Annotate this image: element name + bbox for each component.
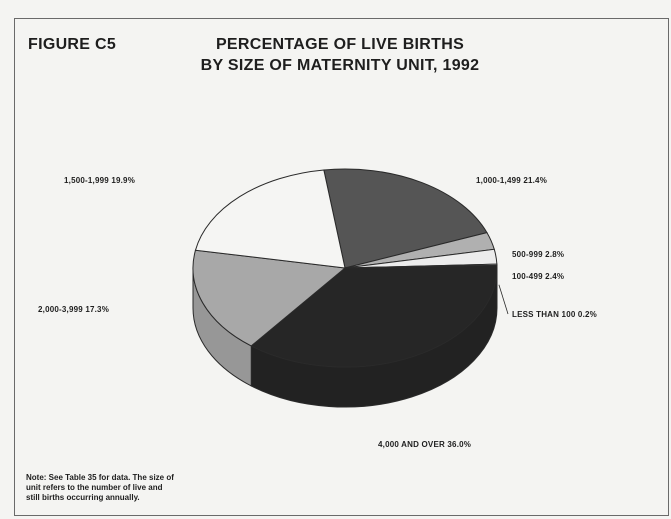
- figure-frame: [14, 18, 669, 516]
- leader-line: [498, 284, 509, 315]
- slice-label-4000-and-over: 4,000 AND OVER 36.0%: [378, 440, 472, 449]
- slice-label-100-499: 100-499 2.4%: [512, 272, 565, 281]
- figure-label: FIGURE C5: [28, 36, 117, 53]
- slice-label-500-999: 500-999 2.8%: [512, 250, 565, 259]
- pie-slice-0: [323, 168, 488, 269]
- footnote-line: still births occurring annually.: [26, 493, 140, 502]
- pie-slice-6: [194, 169, 346, 269]
- chart-title: PERCENTAGE OF LIVE BIRTHS: [215, 36, 465, 53]
- chart-subtitle: BY SIZE OF MATERNITY UNIT, 1992: [200, 57, 480, 74]
- pie-slice-5: [192, 249, 347, 347]
- slice-label-less-than-100: LESS THAN 100 0.2%: [512, 310, 597, 319]
- pie-slice-4: [250, 264, 498, 368]
- footnote-line: unit refers to the number of live and: [26, 483, 163, 492]
- slice-label-1500-1999: 1,500-1,999 19.9%: [64, 176, 136, 185]
- footnote: Note: See Table 35 for data. The size of…: [26, 473, 326, 503]
- pie-top: [192, 168, 498, 368]
- footnote-line: Note: See Table 35 for data. The size of: [26, 473, 174, 482]
- slice-label-1000-1499: 1,000-1,499 21.4%: [476, 176, 548, 185]
- slice-label-2000-3999: 2,000-3,999 17.3%: [38, 305, 110, 314]
